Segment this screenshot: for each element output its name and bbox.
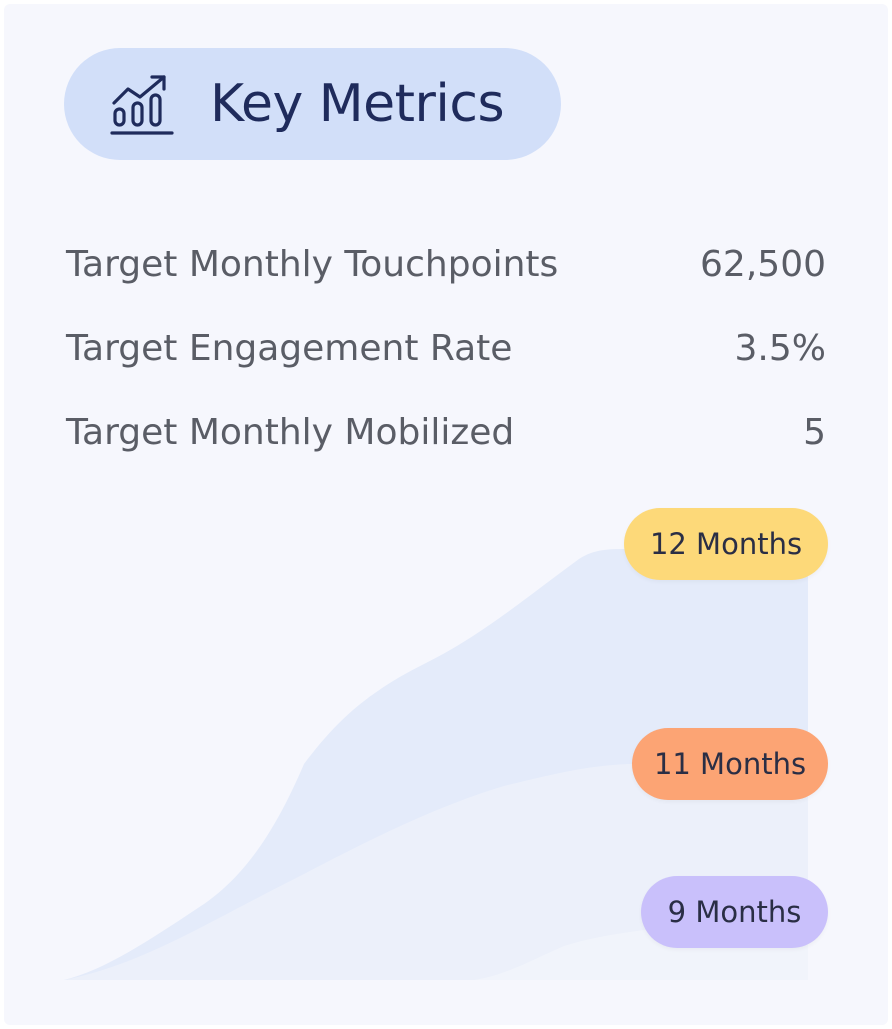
growth-chart-icon [110,75,174,135]
page-title: Key Metrics [210,74,505,134]
metric-row-touchpoints: Target Monthly Touchpoints 62,500 [66,222,826,306]
metric-label: Target Engagement Rate [66,327,513,369]
area-11-months [64,764,808,980]
metric-label: Target Monthly Touchpoints [66,243,559,285]
badge-9-months: 9 Months [641,876,828,948]
badge-11-months: 11 Months [632,728,828,800]
badge-12-months: 12 Months [624,508,828,580]
metric-value: 62,500 [700,243,826,285]
metric-row-mobilized: Target Monthly Mobilized 5 [66,390,826,474]
metric-value: 3.5% [734,327,826,369]
metric-row-engagement-rate: Target Engagement Rate 3.5% [66,306,826,390]
metric-value: 5 [803,411,826,453]
key-metrics-card: Key Metrics Target Monthly Touchpoints 6… [4,4,888,1025]
metric-label: Target Monthly Mobilized [66,411,515,453]
area-9-months [64,930,808,980]
section-title-pill: Key Metrics [64,48,561,160]
metrics-list: Target Monthly Touchpoints 62,500 Target… [66,222,826,474]
timeline-area-chart [64,549,808,980]
